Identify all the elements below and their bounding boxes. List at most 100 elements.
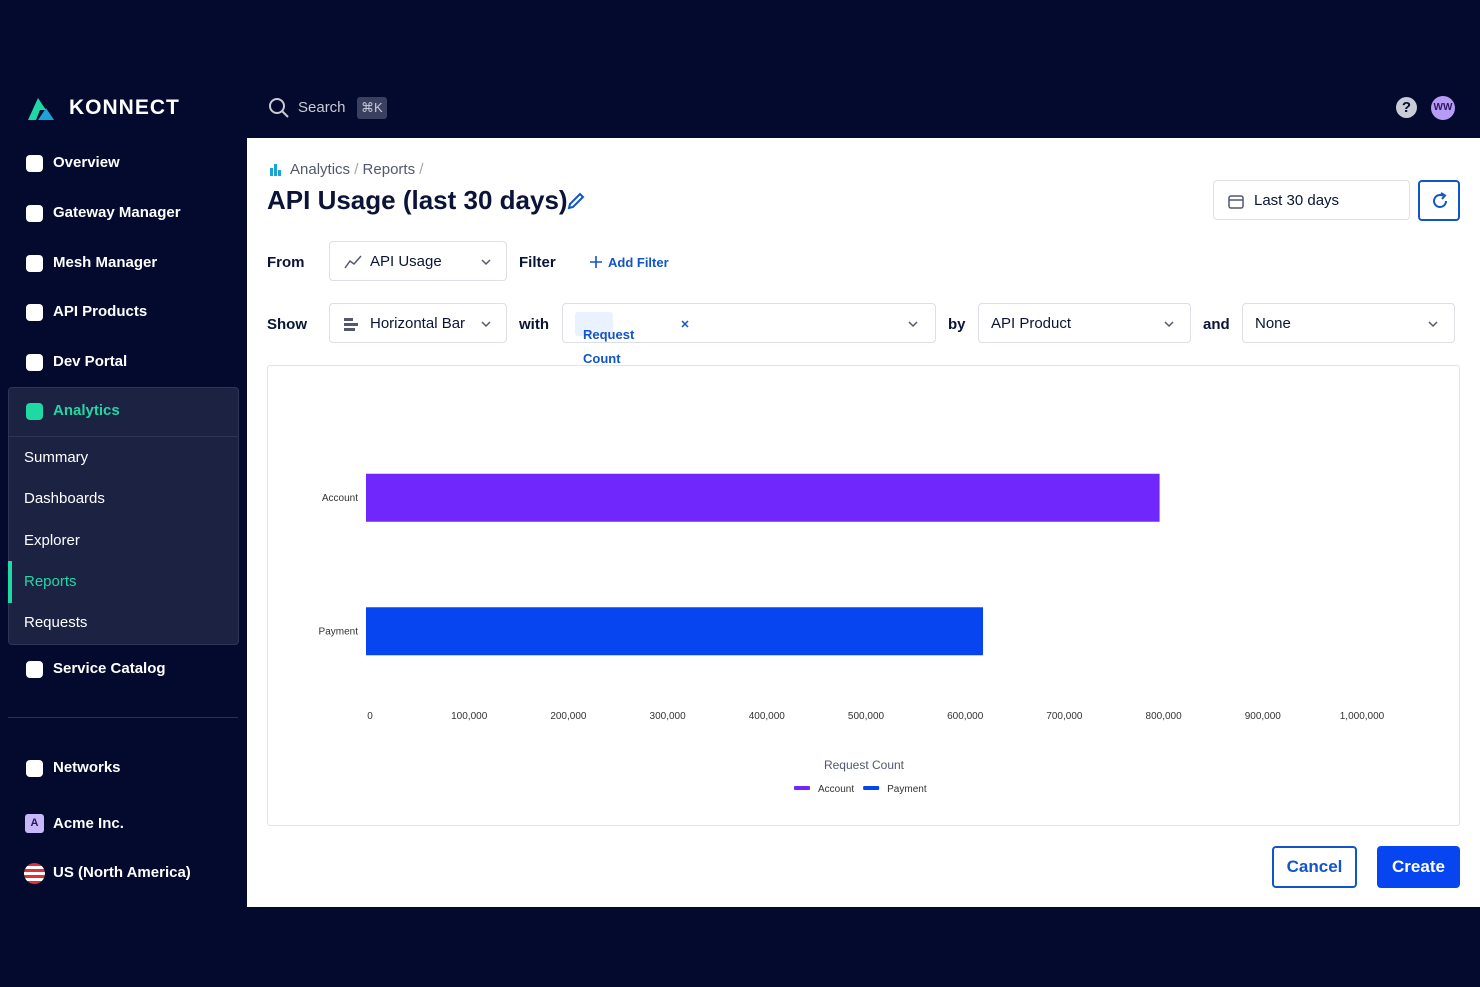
avatar[interactable]: WW [1431, 96, 1455, 120]
filter-label: Filter [519, 254, 556, 271]
bc-icon [270, 164, 281, 176]
y-tick-label: Payment [319, 626, 359, 637]
search[interactable]: Search [298, 99, 346, 116]
metric-chip-text: Request Count [583, 327, 635, 366]
x-tick-label: 600,000 [947, 711, 984, 722]
nav-icon [26, 760, 43, 777]
legend-label: Payment [887, 784, 927, 795]
nav-item[interactable]: Service Catalog [53, 660, 166, 677]
nav-item[interactable]: Overview [53, 154, 120, 171]
x-tick-label: 200,000 [550, 711, 587, 722]
flag [24, 863, 45, 884]
brand: KONNECT [69, 96, 180, 119]
nav-icon [26, 155, 43, 172]
nav-item[interactable]: Dev Portal [53, 353, 128, 370]
x-tick-label: 300,000 [650, 711, 687, 722]
date-picker[interactable]: Last 30 days [1213, 180, 1410, 220]
crumb-sep: / [419, 161, 424, 178]
x-tick-label: 700,000 [1046, 711, 1083, 722]
x-tick-label: 100,000 [451, 711, 488, 722]
nav-icon [26, 205, 43, 222]
by-label: by [948, 316, 966, 333]
breadcrumb: Analytics / Reports / [290, 161, 423, 178]
chart: Account Payment 0 100,000 200,000 300,000 400,… [267, 365, 1460, 826]
chevron [908, 321, 918, 328]
chevron [1164, 321, 1174, 328]
logo-icon [28, 98, 54, 120]
bars-icon [344, 318, 358, 331]
org-badge: A [25, 814, 44, 833]
page-title: API Usage (last 30 days) [267, 185, 568, 215]
plus-icon [590, 256, 602, 268]
cancel-button[interactable]: Cancel [1272, 846, 1357, 888]
bar [366, 473, 1160, 522]
chevron [481, 259, 491, 266]
and-label: and [1203, 316, 1230, 333]
x-tick-label: 400,000 [749, 711, 786, 722]
edit-icon[interactable] [566, 191, 586, 211]
crumb[interactable]: Reports [362, 161, 416, 178]
active-indicator [8, 561, 12, 603]
nav-icon [26, 403, 43, 420]
nav-icon [26, 661, 43, 678]
crumb-sep: / [354, 161, 359, 178]
and-select[interactable]: None [1242, 303, 1455, 343]
chevron [1428, 321, 1438, 328]
nav-icon [26, 304, 43, 321]
nav-item[interactable]: Gateway Manager [53, 204, 181, 221]
nav-item[interactable]: API Products [53, 303, 148, 320]
x-tick-label: 900,000 [1245, 711, 1282, 722]
y-tick-label: Account [322, 493, 358, 504]
legend-swatch [863, 786, 880, 790]
chart-icon [344, 255, 362, 269]
region-switch[interactable]: US (North America) [53, 864, 191, 881]
metric-select[interactable]: Request Count [562, 303, 936, 366]
org-switch[interactable]: Acme Inc. [53, 815, 124, 832]
legend-swatch [794, 786, 810, 790]
refresh-button[interactable] [1418, 180, 1460, 221]
and-value: None [1255, 315, 1291, 332]
metric-chip: Request Count [575, 312, 634, 366]
nav-subitem[interactable]: Explorer [24, 532, 80, 549]
divider [9, 436, 238, 437]
nav-subitem[interactable]: Reports [24, 573, 77, 590]
date-value: Last 30 days [1254, 192, 1340, 209]
by-value: API Product [991, 315, 1072, 332]
add-filter[interactable]: Add Filter [608, 255, 669, 270]
show-label: Show [267, 316, 307, 333]
refresh-icon [1433, 192, 1447, 208]
nav-item[interactable]: Mesh Manager [53, 254, 158, 271]
shortcut: ⌘K [357, 97, 387, 119]
legend-label: Account [818, 784, 854, 795]
show-value: Horizontal Bar [370, 315, 466, 332]
chip-remove[interactable] [680, 319, 690, 329]
from-select[interactable]: API Usage [329, 241, 507, 281]
x-axis-title: Request Count [824, 758, 905, 772]
show-select[interactable]: Horizontal Bar [329, 303, 507, 343]
nav-subitem[interactable]: Requests [24, 614, 88, 631]
bar [366, 607, 984, 656]
search-icon [269, 98, 289, 118]
from-value: API Usage [370, 253, 442, 270]
from-label: From [267, 254, 305, 271]
crumb[interactable]: Analytics [290, 161, 351, 178]
nav-icon [26, 255, 43, 272]
help[interactable]: ? [1396, 97, 1417, 118]
nav-subitem[interactable]: Dashboards [24, 490, 105, 507]
with-label: with [519, 316, 549, 333]
x-tick-label: 500,000 [848, 711, 885, 722]
calendar-icon [1228, 195, 1244, 209]
create-button[interactable]: Create [1377, 846, 1460, 888]
nav-icon [26, 354, 43, 371]
nav-subitem[interactable]: Summary [24, 449, 89, 466]
nav-item[interactable]: Networks [53, 759, 121, 776]
x-tick-label: 800,000 [1146, 711, 1183, 722]
chevron [481, 321, 491, 328]
x-tick-label: 0 [367, 711, 373, 722]
analytics-group [8, 387, 239, 645]
x-tick-label: 1,000,000 [1340, 711, 1385, 722]
divider [8, 717, 238, 718]
nav-item[interactable]: Analytics [53, 402, 120, 419]
by-select[interactable]: API Product [978, 303, 1191, 343]
